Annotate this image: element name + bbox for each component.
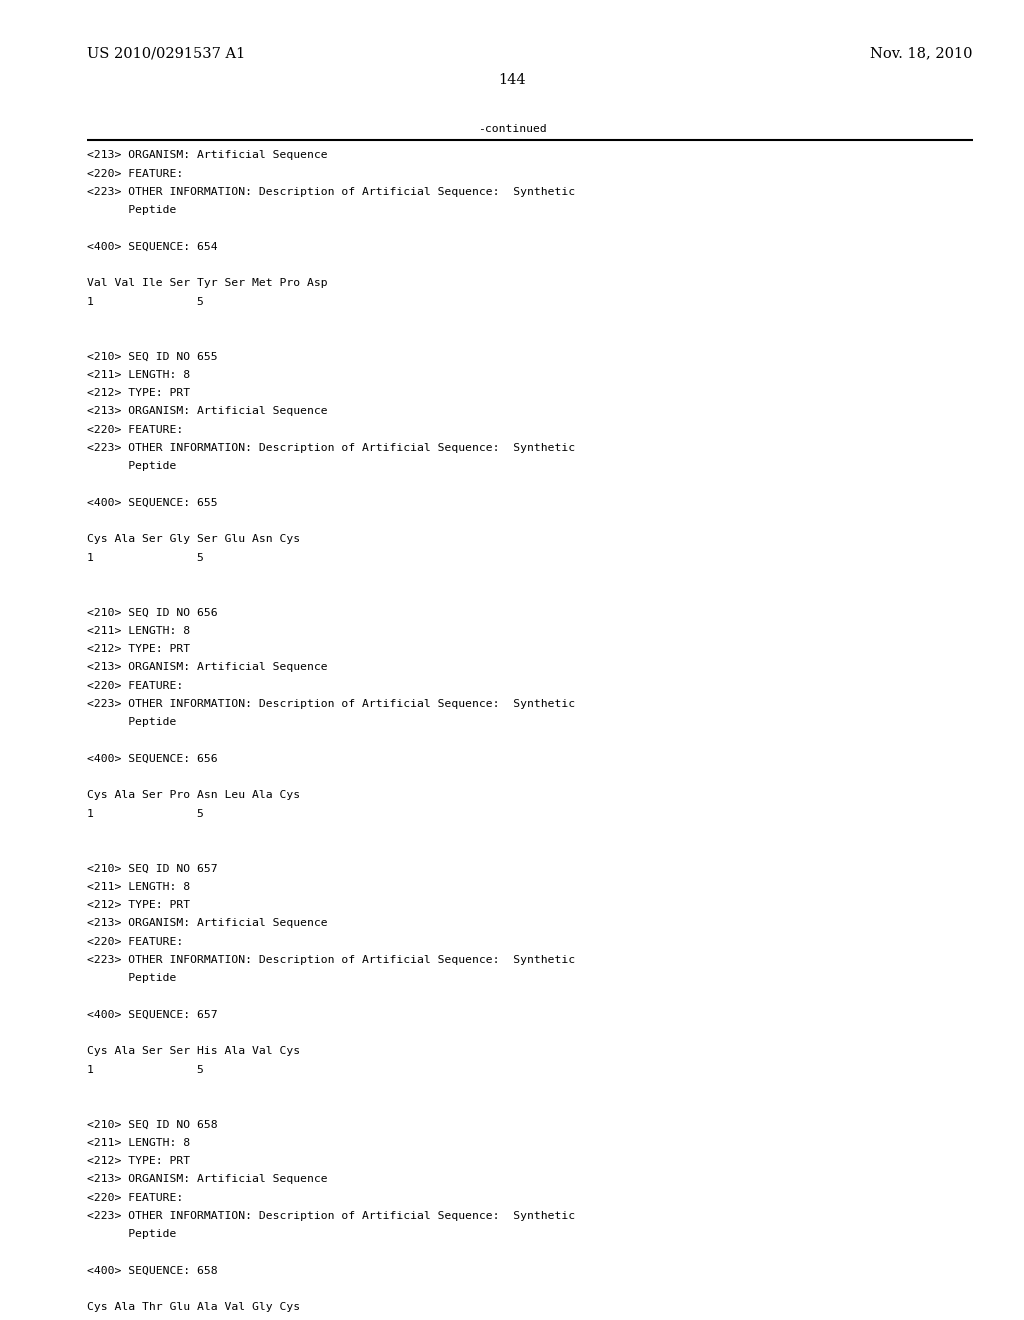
Text: <211> LENGTH: 8: <211> LENGTH: 8 [87,626,190,636]
Text: <213> ORGANISM: Artificial Sequence: <213> ORGANISM: Artificial Sequence [87,407,328,416]
Text: <213> ORGANISM: Artificial Sequence: <213> ORGANISM: Artificial Sequence [87,919,328,928]
Text: Peptide: Peptide [87,717,176,727]
Text: <211> LENGTH: 8: <211> LENGTH: 8 [87,882,190,892]
Text: <400> SEQUENCE: 656: <400> SEQUENCE: 656 [87,754,218,764]
Text: <400> SEQUENCE: 654: <400> SEQUENCE: 654 [87,242,218,252]
Text: Peptide: Peptide [87,1229,176,1239]
Text: Val Val Ile Ser Tyr Ser Met Pro Asp: Val Val Ile Ser Tyr Ser Met Pro Asp [87,279,328,289]
Text: <400> SEQUENCE: 658: <400> SEQUENCE: 658 [87,1266,218,1275]
Text: <220> FEATURE:: <220> FEATURE: [87,937,183,946]
Text: <210> SEQ ID NO 657: <210> SEQ ID NO 657 [87,863,218,874]
Text: Peptide: Peptide [87,973,176,983]
Text: <220> FEATURE:: <220> FEATURE: [87,169,183,178]
Text: <210> SEQ ID NO 658: <210> SEQ ID NO 658 [87,1119,218,1130]
Text: 144: 144 [499,73,525,87]
Text: 1               5: 1 5 [87,553,204,562]
Text: <220> FEATURE:: <220> FEATURE: [87,425,183,434]
Text: 1               5: 1 5 [87,809,204,818]
Text: <212> TYPE: PRT: <212> TYPE: PRT [87,900,190,909]
Text: <223> OTHER INFORMATION: Description of Artificial Sequence:  Synthetic: <223> OTHER INFORMATION: Description of … [87,1210,575,1221]
Text: <400> SEQUENCE: 657: <400> SEQUENCE: 657 [87,1010,218,1020]
Text: Nov. 18, 2010: Nov. 18, 2010 [870,46,973,61]
Text: <223> OTHER INFORMATION: Description of Artificial Sequence:  Synthetic: <223> OTHER INFORMATION: Description of … [87,187,575,197]
Text: Cys Ala Ser Pro Asn Leu Ala Cys: Cys Ala Ser Pro Asn Leu Ala Cys [87,791,300,800]
Text: Peptide: Peptide [87,206,176,215]
Text: <213> ORGANISM: Artificial Sequence: <213> ORGANISM: Artificial Sequence [87,663,328,672]
Text: <213> ORGANISM: Artificial Sequence: <213> ORGANISM: Artificial Sequence [87,150,328,161]
Text: Cys Ala Ser Gly Ser Glu Asn Cys: Cys Ala Ser Gly Ser Glu Asn Cys [87,535,300,544]
Text: 1               5: 1 5 [87,297,204,306]
Text: <212> TYPE: PRT: <212> TYPE: PRT [87,1156,190,1166]
Text: <400> SEQUENCE: 655: <400> SEQUENCE: 655 [87,498,218,508]
Text: <211> LENGTH: 8: <211> LENGTH: 8 [87,370,190,380]
Text: <223> OTHER INFORMATION: Description of Artificial Sequence:  Synthetic: <223> OTHER INFORMATION: Description of … [87,444,575,453]
Text: <223> OTHER INFORMATION: Description of Artificial Sequence:  Synthetic: <223> OTHER INFORMATION: Description of … [87,954,575,965]
Text: Peptide: Peptide [87,461,176,471]
Text: US 2010/0291537 A1: US 2010/0291537 A1 [87,46,246,61]
Text: <212> TYPE: PRT: <212> TYPE: PRT [87,388,190,399]
Text: Cys Ala Thr Glu Ala Val Gly Cys: Cys Ala Thr Glu Ala Val Gly Cys [87,1303,300,1312]
Text: 1               5: 1 5 [87,1065,204,1074]
Text: <213> ORGANISM: Artificial Sequence: <213> ORGANISM: Artificial Sequence [87,1175,328,1184]
Text: <212> TYPE: PRT: <212> TYPE: PRT [87,644,190,655]
Text: <223> OTHER INFORMATION: Description of Artificial Sequence:  Synthetic: <223> OTHER INFORMATION: Description of … [87,700,575,709]
Text: <220> FEATURE:: <220> FEATURE: [87,1192,183,1203]
Text: <210> SEQ ID NO 656: <210> SEQ ID NO 656 [87,607,218,618]
Text: <210> SEQ ID NO 655: <210> SEQ ID NO 655 [87,351,218,362]
Text: <211> LENGTH: 8: <211> LENGTH: 8 [87,1138,190,1147]
Text: <220> FEATURE:: <220> FEATURE: [87,681,183,690]
Text: -continued: -continued [477,124,547,135]
Text: Cys Ala Ser Ser His Ala Val Cys: Cys Ala Ser Ser His Ala Val Cys [87,1047,300,1056]
